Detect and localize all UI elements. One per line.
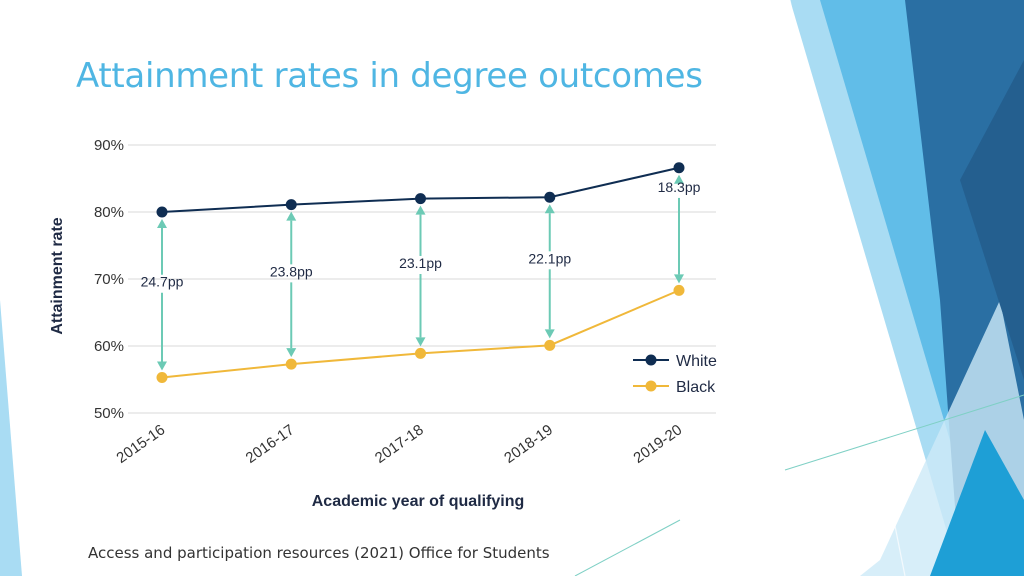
decor-facet-bright <box>930 430 1024 576</box>
data-point-white <box>415 193 426 205</box>
data-point-white <box>285 199 297 211</box>
gap-label: 23.8pp <box>270 263 313 279</box>
gap-arrowhead-down <box>157 361 167 371</box>
legend: White Black <box>633 353 717 396</box>
data-point-white <box>673 162 685 174</box>
y-tick-label: 60% <box>94 338 124 355</box>
legend-label-white: White <box>676 353 717 370</box>
data-point-black <box>544 339 556 351</box>
gap-arrowhead-up <box>544 204 555 214</box>
x-tick-label: 2017-18 <box>372 421 427 467</box>
data-point-white <box>156 206 168 218</box>
y-tick-label: 80% <box>94 204 124 221</box>
data-point-black <box>673 284 685 296</box>
x-tick-label: 2015-16 <box>113 421 168 467</box>
gap-label: 23.1pp <box>399 255 442 271</box>
gap-arrowhead-down <box>544 329 555 339</box>
x-axis-ticks: 2015-16 2016-17 2017-18 2018-19 2019-20 <box>113 421 685 467</box>
y-axis-ticks: 50% 60% 70% 80% 90% <box>94 137 124 422</box>
y-tick-label: 90% <box>94 137 124 154</box>
gap-arrowhead-down <box>286 348 297 358</box>
gap-arrows <box>157 174 684 371</box>
x-tick-label: 2019-20 <box>630 421 685 467</box>
gap-label: 18.3pp <box>658 179 701 195</box>
source-citation: Access and participation resources (2021… <box>88 544 550 562</box>
data-point-black <box>285 358 297 370</box>
legend-marker-black <box>645 380 657 392</box>
x-tick-label: 2016-17 <box>243 421 298 467</box>
decor-left-triangle <box>0 300 22 576</box>
decor-thin-line <box>789 0 906 576</box>
gap-arrowhead-up <box>286 211 297 221</box>
x-tick-label: 2018-19 <box>501 421 556 467</box>
page-title: Attainment rates in degree outcomes <box>76 56 703 96</box>
y-axis-title: Attainment rate <box>49 217 66 334</box>
legend-marker-white <box>645 354 657 366</box>
gap-label: 24.7pp <box>141 274 184 290</box>
data-point-white <box>544 191 556 203</box>
gap-label: 22.1pp <box>528 250 571 266</box>
decor-facet-deep <box>960 60 1024 380</box>
series-line-white <box>161 166 680 213</box>
decor-thin-line <box>784 394 1024 471</box>
gridlines <box>128 144 716 414</box>
x-axis-title: Academic year of qualifying <box>312 493 525 510</box>
gap-arrowhead-up <box>674 174 684 184</box>
gap-arrowhead-down <box>415 337 426 347</box>
data-point-black <box>156 371 168 383</box>
gap-labels: 24.7pp 23.8pp 23.1pp 22.1pp 18.3pp <box>141 179 701 290</box>
gap-arrowhead-down <box>674 274 684 284</box>
decor-thin-line <box>574 519 681 576</box>
data-point-black <box>415 347 426 359</box>
legend-label-black: Black <box>676 379 716 396</box>
y-tick-label: 50% <box>94 405 124 422</box>
gap-arrowhead-up <box>415 205 426 215</box>
y-tick-label: 70% <box>94 271 124 288</box>
gap-arrowhead-up <box>157 219 167 228</box>
series-lines <box>156 162 685 383</box>
